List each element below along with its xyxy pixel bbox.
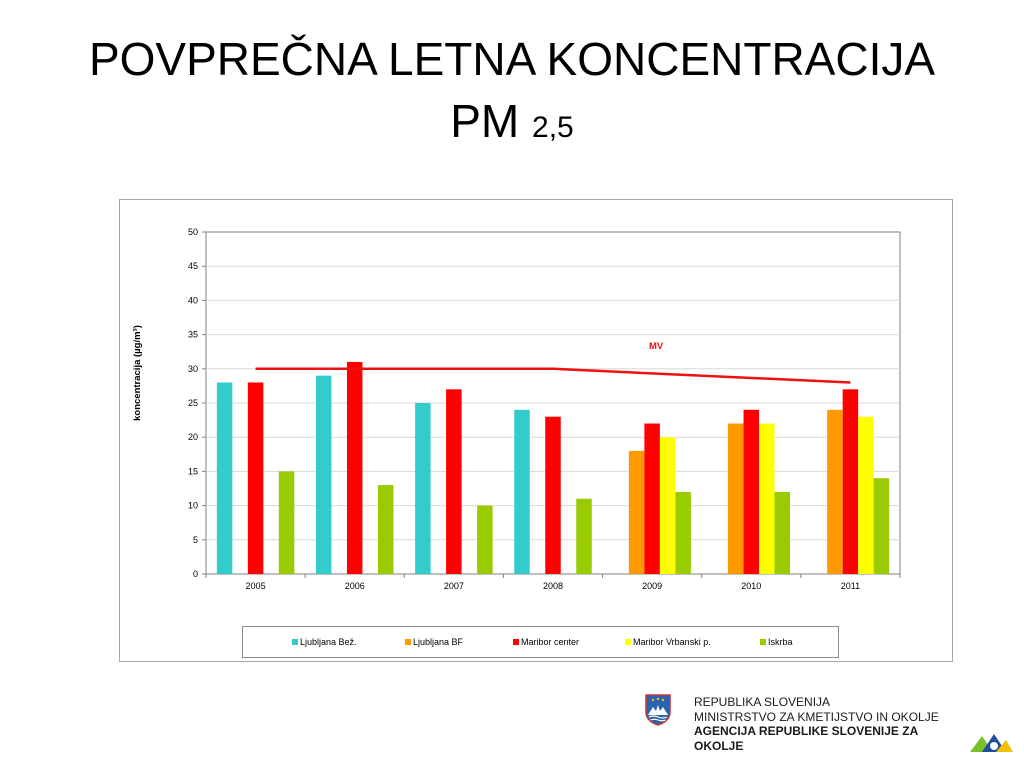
- bar: [873, 478, 890, 574]
- limit-value-label: MV: [649, 341, 664, 352]
- footer-agency-2: OKOLJE: [694, 738, 744, 753]
- x-tick-label: 2011: [841, 581, 860, 591]
- footer-text: REPUBLIKA SLOVENIJA MINISTRSTVO ZA KMETI…: [694, 695, 939, 753]
- bar: [759, 423, 775, 574]
- bar: [247, 382, 264, 574]
- legend-item: Iskrba: [760, 637, 793, 647]
- bar: [628, 450, 645, 574]
- x-tick-label: 2006: [345, 581, 365, 591]
- x-tick-label: 2010: [741, 581, 761, 591]
- title-line-2: PM 2,5: [0, 90, 1024, 159]
- bar: [743, 409, 760, 574]
- legend-label: Maribor Vrbanski p.: [633, 637, 711, 647]
- x-tick-label: 2009: [642, 581, 662, 591]
- footer-republic: REPUBLIKA SLOVENIJA: [694, 695, 831, 709]
- legend-label: Ljubljana BF: [413, 637, 464, 647]
- bar: [446, 389, 462, 574]
- bar: [842, 389, 859, 574]
- footer-ministry: MINISTRSTVO ZA KMETIJSTVO IN OKOLJE: [694, 709, 939, 724]
- y-tick-label: 20: [188, 432, 198, 442]
- chart-legend: Ljubljana Bež. Ljubljana BF Maribor center…: [242, 626, 839, 658]
- legend-swatch: [513, 639, 519, 645]
- y-tick-label: 25: [188, 398, 198, 408]
- legend-swatch: [405, 639, 411, 645]
- bar: [545, 416, 561, 574]
- slide-title: POVPREČNA LETNA KONCENTRACIJA PM 2,5: [0, 28, 1024, 159]
- bar: [827, 409, 843, 574]
- y-tick-label: 10: [188, 501, 198, 511]
- legend-item: Maribor Vrbanski p.: [625, 637, 711, 647]
- footer: REPUBLIKA SLOVENIJA MINISTRSTVO ZA KMETI…: [645, 694, 1015, 760]
- bar: [728, 423, 744, 574]
- y-tick-label: 5: [193, 535, 198, 545]
- bar-chart: 0 5 10 15 20 25 30 35 40 45 50 koncentracija (µg/m³…: [132, 227, 901, 591]
- legend-item: Ljubljana Bež.: [292, 637, 357, 647]
- bar: [576, 498, 592, 574]
- bar: [774, 491, 791, 574]
- footer-agency: AGENCIJA REPUBLIKE SLOVENIJE ZA: [694, 724, 919, 738]
- legend-item: Maribor center: [513, 637, 579, 647]
- bar: [346, 361, 363, 574]
- x-tick-label: 2008: [543, 581, 563, 591]
- bar: [315, 375, 332, 574]
- legend-swatch: [625, 639, 631, 645]
- y-axis-label: koncentracija (µg/m³): [132, 325, 143, 421]
- arso-logo-icon: [970, 734, 1013, 752]
- legend-swatch: [760, 639, 766, 645]
- title-subscript: 2,5: [532, 111, 574, 144]
- bar: [415, 403, 431, 574]
- y-tick-label: 45: [188, 261, 198, 271]
- bar: [278, 471, 295, 574]
- y-tick-label: 30: [188, 364, 198, 374]
- bar: [514, 409, 530, 574]
- y-tick-label: 15: [188, 466, 198, 476]
- title-pm: PM: [450, 95, 520, 147]
- limit-value-line: [255, 367, 851, 384]
- bar: [644, 423, 660, 574]
- bar: [377, 485, 394, 574]
- bar: [858, 416, 874, 574]
- y-tick-label: 40: [188, 295, 198, 305]
- x-tick-label: 2005: [246, 581, 266, 591]
- legend-swatch: [292, 639, 298, 645]
- y-tick-label: 0: [193, 569, 198, 579]
- y-tick-label: 50: [188, 227, 198, 237]
- bar: [659, 437, 676, 574]
- bar: [216, 382, 233, 574]
- legend-label: Maribor center: [521, 637, 580, 647]
- legend-label: Iskrba: [768, 637, 793, 647]
- bar: [675, 491, 691, 574]
- y-tick-label: 35: [188, 330, 198, 340]
- title-line-1: POVPREČNA LETNA KONCENTRACIJA: [88, 33, 936, 85]
- chart-frame: 0 5 10 15 20 25 30 35 40 45 50 koncentracija (µg/m³…: [119, 199, 953, 662]
- legend-label: Ljubljana Bež.: [300, 637, 357, 647]
- bar: [477, 505, 493, 574]
- x-tick-label: 2007: [444, 581, 464, 591]
- slovenia-coat-of-arms-icon: [645, 694, 671, 726]
- legend-item: Ljubljana BF: [405, 637, 463, 647]
